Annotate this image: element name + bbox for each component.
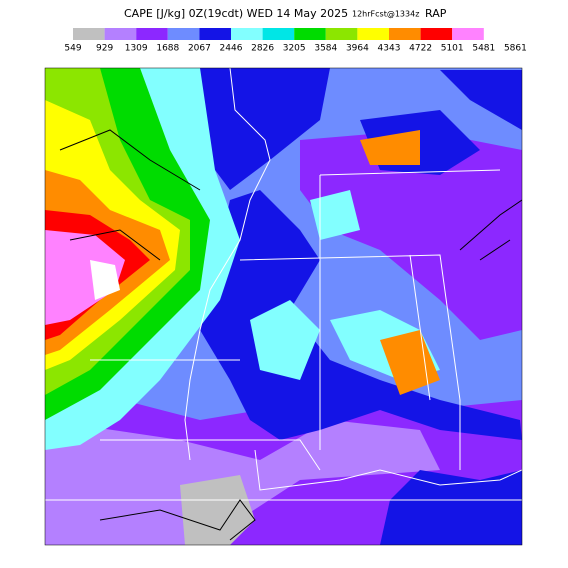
forecast-info: 12hrFcst@1334z (352, 10, 419, 19)
legend-swatch (389, 28, 421, 40)
legend-swatch (325, 28, 358, 40)
map (44, 67, 523, 546)
legend: 549 929 1309 1688 2067 2446 2826 3205 3584 3964 43… (64, 28, 527, 54)
model: RAP (425, 7, 447, 20)
legend-swatch (199, 28, 231, 40)
legend-label: 549 (64, 44, 81, 54)
legend-label: 2446 (220, 44, 243, 54)
legend-label: 2826 (251, 44, 274, 54)
legend-label: 929 (96, 44, 113, 54)
legend-swatch (294, 28, 326, 40)
legend-label: 3584 (314, 44, 337, 54)
legend-label: 1688 (156, 44, 179, 54)
legend-label: 2067 (188, 44, 211, 54)
legend-swatch (231, 28, 263, 40)
legend-label: 3964 (346, 44, 369, 54)
legend-label: 3205 (283, 44, 306, 54)
legend-swatch (136, 28, 168, 40)
legend-label: 5861 (504, 44, 527, 54)
legend-swatch (167, 28, 200, 40)
legend-label: 1309 (125, 44, 148, 54)
legend-label: 4722 (409, 44, 432, 54)
legend-swatch (73, 28, 105, 40)
legend-label: 5481 (472, 44, 495, 54)
title: CAPE [J/kg] 0Z(19cdt) WED 14 May 2025 (124, 7, 348, 20)
legend-swatch (452, 28, 484, 40)
legend-swatch (357, 28, 389, 40)
legend-swatch (420, 28, 453, 40)
legend-swatch (104, 28, 137, 40)
legend-label: 4343 (378, 44, 401, 54)
legend-label: 5101 (441, 44, 464, 54)
legend-swatch (262, 28, 295, 40)
